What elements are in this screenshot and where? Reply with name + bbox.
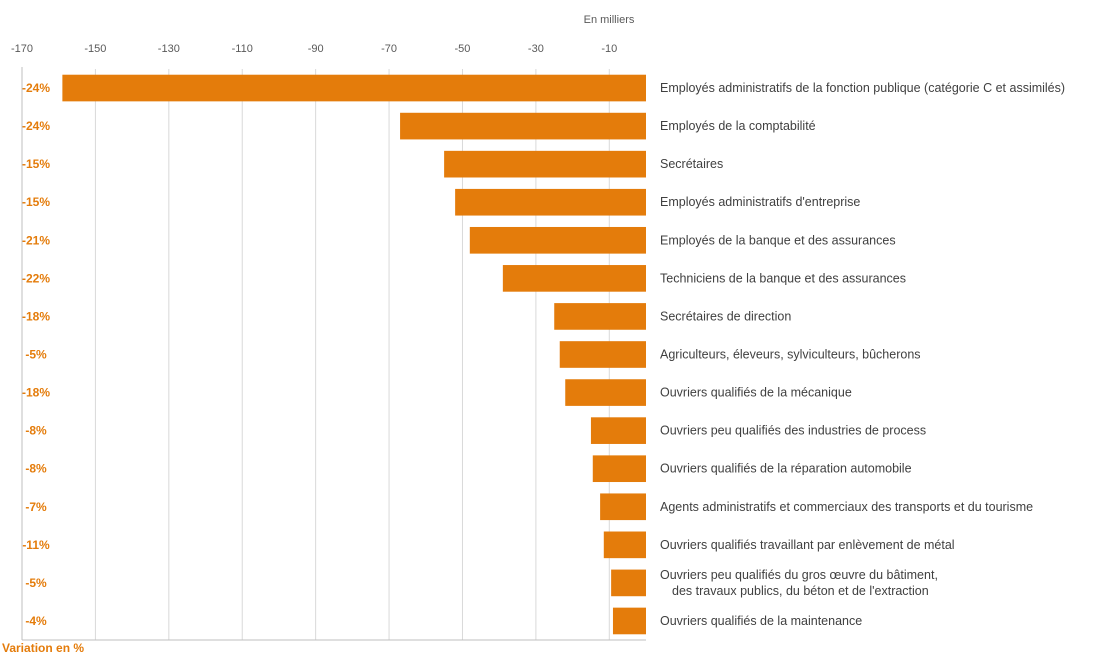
bar [612,607,646,635]
percent-labels: -24% -24% -15% -15% -21% -22% -18% -5% -18% -8% -8… [22,81,50,628]
category-label: Employés administratifs d'entreprise [660,195,860,209]
category-label: Techniciens de la banque et des assuranc… [660,271,906,285]
percent-label: -21% [22,233,50,247]
category-label: Employés de la banque et des assurances [660,233,896,247]
percent-label: -4% [25,614,47,628]
category-label: Ouvriers peu qualifiés des industries de… [660,424,926,438]
percent-label: -24% [22,81,50,95]
percent-label: -8% [25,424,47,438]
category-label: Ouvriers qualifiés de la réparation auto… [660,462,912,476]
bar [565,379,646,406]
bar [455,188,646,216]
x-axis-ticks: -170 -150 -130 -110 -90 -70 -50 -30 -10 [11,43,617,55]
percent-label: -18% [22,309,50,323]
percent-label: -5% [25,348,47,362]
axes [21,67,646,641]
category-label: Employés de la comptabilité [660,119,816,133]
bar [502,265,646,292]
bar [469,226,646,254]
category-label: Ouvriers qualifiés de la maintenance [660,614,862,628]
bar [611,569,646,597]
bar [600,493,646,521]
x-tick-label: -150 [84,43,106,55]
category-label: Ouvriers peu qualifiés du gros œuvre du … [660,568,938,582]
footer-label: Variation en % [2,641,84,655]
category-label: Employés administratifs de la fonction p… [660,81,1065,95]
x-tick-label: -170 [11,43,33,55]
category-label: Agriculteurs, éleveurs, sylviculteurs, b… [660,348,921,362]
category-label: Agents administratifs et commerciaux des… [660,500,1033,514]
bar [559,341,646,368]
percent-label: -24% [22,119,50,133]
bar [603,531,646,559]
percent-label: -15% [22,195,50,209]
percent-label: -7% [25,500,47,514]
x-tick-label: -50 [455,43,471,55]
x-tick-label: -70 [381,43,397,55]
percent-label: -15% [22,157,50,171]
category-label: des travaux publics, du béton et de l'ex… [672,584,929,598]
x-tick-label: -130 [158,43,180,55]
percent-label: -8% [25,462,47,476]
bar [444,150,646,178]
x-tick-label: -10 [601,43,617,55]
category-label: Secrétaires [660,157,723,171]
percent-label: -18% [22,386,50,400]
unit-label: En milliers [584,14,635,26]
category-labels: Employés administratifs de la fonction p… [660,81,1065,628]
bars [62,74,647,635]
bar [590,417,646,444]
x-tick-label: -30 [528,43,544,55]
percent-label: -11% [22,538,50,552]
percent-label: -22% [22,271,50,285]
category-label: Ouvriers qualifiés de la mécanique [660,386,852,400]
bar [400,112,646,140]
category-label: Ouvriers qualifiés travaillant par enlèv… [660,538,955,552]
x-tick-label: -110 [232,43,253,55]
percent-label: -5% [25,576,47,590]
bar [62,74,647,102]
bar [592,455,646,483]
x-tick-label: -90 [308,43,324,55]
category-label: Secrétaires de direction [660,309,791,323]
bar [554,303,646,330]
